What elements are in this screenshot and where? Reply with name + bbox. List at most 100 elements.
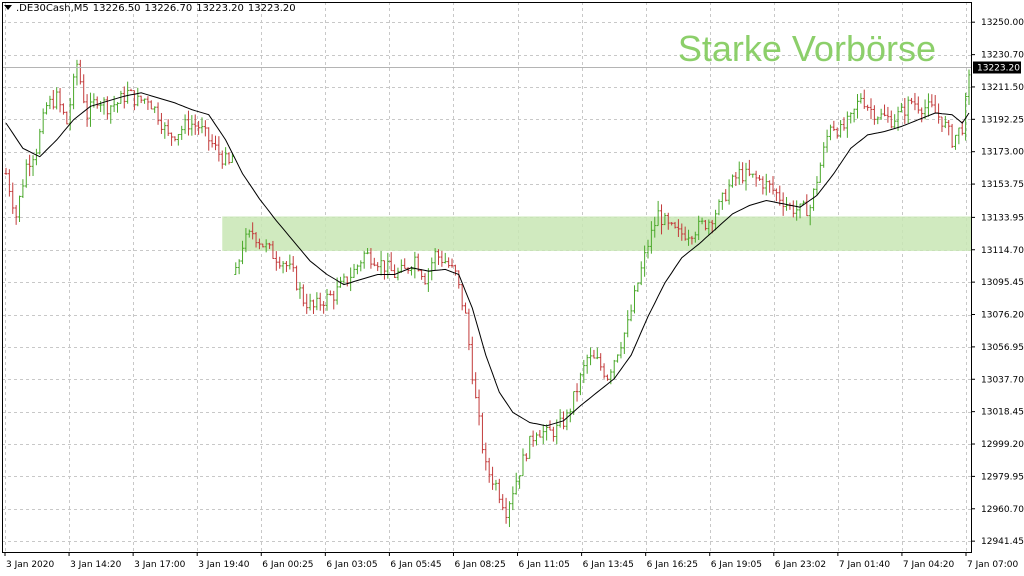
candle bbox=[754, 170, 758, 187]
candle bbox=[173, 136, 177, 142]
candle bbox=[197, 120, 201, 135]
candle bbox=[295, 265, 299, 291]
candle bbox=[866, 104, 870, 111]
candle bbox=[305, 293, 309, 314]
candle bbox=[234, 262, 238, 275]
candle bbox=[251, 222, 255, 240]
candle bbox=[788, 202, 792, 210]
candle bbox=[697, 215, 701, 241]
candle bbox=[430, 257, 434, 281]
candle bbox=[18, 195, 22, 222]
candle bbox=[406, 267, 410, 274]
candle bbox=[457, 270, 461, 289]
candle bbox=[903, 97, 907, 124]
candle bbox=[213, 135, 217, 151]
candle bbox=[916, 96, 920, 114]
candle bbox=[362, 251, 366, 269]
candle bbox=[585, 354, 589, 374]
candle bbox=[467, 308, 471, 351]
candle bbox=[180, 125, 184, 140]
candle bbox=[21, 179, 25, 198]
candle bbox=[389, 252, 393, 272]
y-tick-label: 13230.70 bbox=[981, 51, 1024, 61]
candle bbox=[663, 212, 667, 226]
candle bbox=[599, 353, 603, 371]
chart-header: .DE30Cash,M5 13226.50 13226.70 13223.20 1322… bbox=[4, 3, 300, 14]
candle bbox=[369, 248, 373, 269]
candle bbox=[153, 106, 157, 114]
candle bbox=[842, 117, 846, 131]
dropdown-arrow-icon[interactable] bbox=[4, 5, 12, 10]
candle bbox=[291, 256, 295, 272]
candle bbox=[34, 148, 38, 166]
candle bbox=[95, 96, 99, 109]
candle bbox=[143, 98, 147, 104]
candle bbox=[521, 448, 525, 477]
candle bbox=[464, 302, 468, 314]
candle bbox=[102, 97, 106, 115]
candle bbox=[673, 221, 677, 229]
candle bbox=[14, 205, 18, 225]
candle bbox=[612, 359, 616, 379]
candle bbox=[653, 216, 657, 238]
candle bbox=[484, 442, 488, 471]
x-tick-label: 6 Jan 19:05 bbox=[711, 560, 762, 570]
candle bbox=[555, 419, 559, 445]
y-tick-label: 12979.95 bbox=[981, 472, 1024, 482]
candle bbox=[619, 341, 623, 359]
candle bbox=[376, 262, 380, 272]
candle bbox=[55, 87, 59, 110]
candle bbox=[862, 89, 866, 109]
x-tick-label: 3 Jan 2020 bbox=[6, 560, 54, 570]
candle bbox=[703, 219, 707, 231]
candle bbox=[832, 120, 836, 132]
candle bbox=[149, 100, 153, 110]
candle bbox=[203, 120, 207, 137]
candle bbox=[744, 162, 748, 191]
candle bbox=[501, 494, 505, 511]
candle bbox=[359, 260, 363, 272]
candle bbox=[774, 188, 778, 202]
candle bbox=[747, 159, 751, 177]
high-value: 13226.70 bbox=[144, 3, 193, 14]
candle bbox=[886, 106, 890, 123]
candle bbox=[281, 261, 285, 274]
candle bbox=[24, 159, 28, 188]
candle bbox=[315, 292, 319, 311]
candle bbox=[105, 96, 109, 120]
candle bbox=[332, 290, 336, 310]
candle bbox=[534, 432, 538, 446]
y-tick-label: 13211.50 bbox=[981, 83, 1024, 93]
candle bbox=[82, 74, 86, 104]
candle bbox=[474, 372, 478, 399]
candle bbox=[528, 435, 532, 459]
candle bbox=[589, 347, 593, 366]
candle bbox=[45, 102, 49, 115]
x-tick-label: 3 Jan 14:20 bbox=[70, 560, 122, 570]
candle bbox=[785, 196, 789, 211]
y-tick-label: 12941.45 bbox=[981, 537, 1024, 547]
candle bbox=[288, 254, 292, 270]
candle bbox=[849, 112, 853, 124]
candle bbox=[166, 119, 170, 136]
candle bbox=[85, 94, 89, 127]
candle bbox=[676, 219, 680, 237]
y-tick-label: 12999.20 bbox=[981, 440, 1024, 450]
candle bbox=[159, 112, 163, 134]
x-tick-label: 7 Jan 07:00 bbox=[967, 560, 1019, 570]
candle bbox=[616, 354, 620, 363]
candle bbox=[859, 93, 863, 104]
candle bbox=[940, 116, 944, 133]
candle bbox=[636, 282, 640, 292]
candle bbox=[910, 97, 914, 105]
candle bbox=[122, 86, 126, 109]
candle bbox=[964, 92, 968, 141]
candle bbox=[342, 273, 346, 284]
candle bbox=[690, 235, 694, 245]
candle bbox=[592, 349, 596, 359]
y-tick-label: 12960.70 bbox=[981, 505, 1024, 515]
candle bbox=[967, 69, 971, 106]
candle bbox=[328, 290, 332, 296]
candle bbox=[764, 173, 768, 196]
